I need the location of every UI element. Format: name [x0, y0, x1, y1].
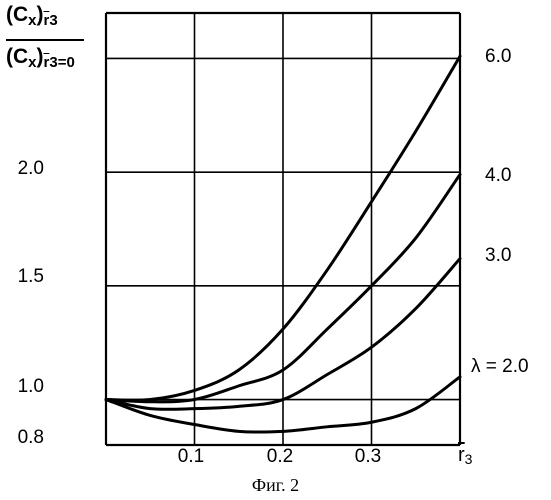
- grid: [106, 13, 460, 445]
- series-label-3.0: 3.0: [485, 246, 511, 265]
- x-tick-label: 0.1: [171, 447, 211, 466]
- y-axis-label-fraction-bar: [6, 39, 84, 41]
- y-tick-label: 1.0: [0, 377, 44, 396]
- series-label-2.0: λ = 2.0: [471, 357, 529, 376]
- y-axis-label-denominator: (Cx)r3=0: [6, 46, 75, 67]
- y-tick-label: 1.5: [0, 267, 44, 286]
- figure-caption: Фиг. 2: [0, 475, 551, 496]
- y-tick-label: 2.0: [0, 159, 44, 178]
- series-label-4.0: 4.0: [485, 166, 511, 185]
- x-axis-label: r3: [458, 445, 472, 465]
- y-axis-label-numerator: (Cx)r3: [6, 4, 58, 25]
- series-label-6.0: 6.0: [485, 47, 511, 66]
- y-tick-label: 0.8: [0, 428, 44, 447]
- x-tick-label: 0.2: [260, 447, 300, 466]
- x-tick-label: 0.3: [348, 447, 388, 466]
